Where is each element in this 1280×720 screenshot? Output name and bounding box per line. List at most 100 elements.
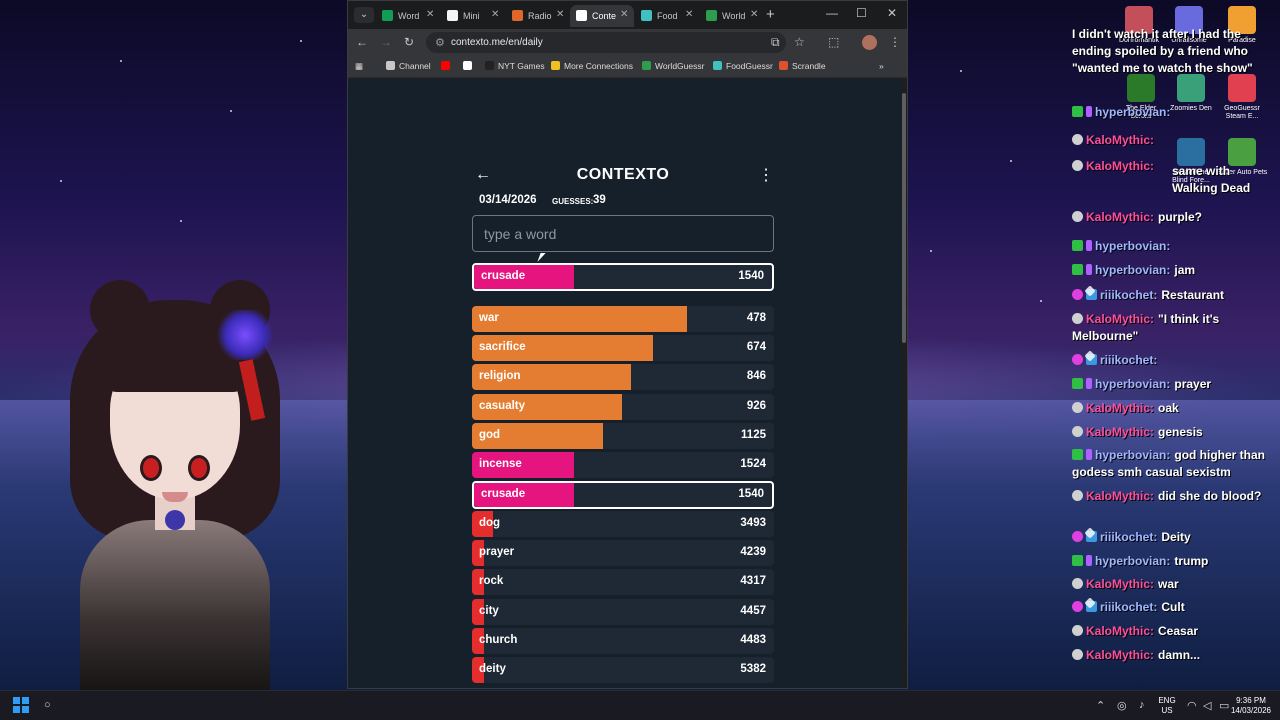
close-tab-icon[interactable]: ✕ <box>750 9 759 20</box>
similarity-bar <box>472 569 485 595</box>
bookmark-item[interactable]: Scrandle <box>779 61 826 71</box>
language-code[interactable]: ENG <box>1158 696 1176 705</box>
forward-button[interactable]: → <box>380 35 392 49</box>
bookmark-item[interactable]: NYT Games <box>485 61 545 71</box>
chat-username[interactable]: hyperbovian: <box>1095 239 1171 253</box>
language-region[interactable]: US <box>1161 706 1173 715</box>
speaker-icon[interactable]: ◁ <box>1203 700 1212 712</box>
browser-tab[interactable]: Food ✕ <box>635 5 699 27</box>
browser-tab[interactable]: Conte ✕ <box>570 5 634 27</box>
windows-start-icon[interactable] <box>13 697 30 714</box>
more-bookmarks-icon[interactable]: » <box>879 61 884 71</box>
browser-tab[interactable]: Mini ✕ <box>441 5 505 27</box>
close-tab-icon[interactable]: ✕ <box>491 9 500 20</box>
back-arrow-icon[interactable]: ← <box>475 166 491 183</box>
clock-time[interactable]: 9:36 PM <box>1236 696 1266 705</box>
browser-tab[interactable]: Word ✕ <box>376 5 440 27</box>
star <box>1040 300 1042 302</box>
address-bar[interactable]: ⚙ contexto.me/en/daily <box>426 32 786 53</box>
tab-search-button[interactable]: ⌄ <box>354 7 374 23</box>
wifi-icon[interactable]: ◠ <box>1187 700 1197 712</box>
chat-message: hyperbovian: trump <box>1072 553 1276 570</box>
cast-icon[interactable]: ⧉ <box>771 35 780 49</box>
youtube-icon <box>441 61 450 70</box>
page-scrollbar[interactable] <box>901 79 907 688</box>
chat-username[interactable]: hyperbovian: <box>1095 105 1171 119</box>
mod-badge-icon <box>1072 625 1083 636</box>
chat-message: riiikochet: Deity <box>1072 527 1276 546</box>
bookmark-item[interactable]: Channel <box>386 61 431 71</box>
chat-username[interactable]: KaloMythic: <box>1086 159 1155 173</box>
bookmark-item[interactable] <box>441 61 454 71</box>
vip-badge-icon <box>1072 106 1083 117</box>
profile-avatar[interactable] <box>862 35 877 50</box>
chat-username[interactable]: hyperbovian: <box>1095 554 1171 568</box>
reload-button[interactable]: ↻ <box>404 35 415 49</box>
chat-message: KaloMythic: <box>1072 158 1276 175</box>
star <box>120 60 122 62</box>
chat-username[interactable]: KaloMythic: <box>1086 401 1155 415</box>
mod-badge-icon <box>1072 578 1083 589</box>
tab-label: Radio <box>528 11 552 21</box>
tray-app-icon[interactable]: ◎ <box>1117 700 1127 712</box>
chat-username[interactable]: KaloMythic: <box>1086 312 1155 326</box>
chat-username[interactable]: KaloMythic: <box>1086 489 1155 503</box>
apps-grid-icon[interactable]: ▦ <box>355 61 364 71</box>
chat-message: KaloMythic: war <box>1072 576 1276 593</box>
close-tab-icon[interactable]: ✕ <box>685 9 694 20</box>
minimize-button[interactable]: — <box>826 6 838 20</box>
chat-username[interactable]: riiikochet: <box>1100 288 1158 302</box>
bookmark-star-icon[interactable]: ☆ <box>794 35 805 49</box>
close-window-button[interactable]: ✕ <box>887 6 898 20</box>
browser-tab[interactable]: World ✕ <box>700 5 764 27</box>
game-label: GeoGuessr Steam E... <box>1224 105 1260 120</box>
search-icon[interactable]: ○ <box>44 699 51 711</box>
close-tab-icon[interactable]: ✕ <box>556 9 565 20</box>
microphone-icon[interactable]: ♪ <box>1139 699 1145 711</box>
tab-label: Conte <box>592 11 616 21</box>
bookmark-item[interactable]: FoodGuessr <box>713 61 773 71</box>
chat-username[interactable]: KaloMythic: <box>1086 133 1155 147</box>
close-tab-icon[interactable]: ✕ <box>426 9 435 20</box>
guess-row: casualty 926 <box>472 394 774 420</box>
clock-date[interactable]: 14/03/2026 <box>1230 706 1272 715</box>
chat-username[interactable]: KaloMythic: <box>1086 648 1155 662</box>
chat-username[interactable]: KaloMythic: <box>1086 210 1155 224</box>
bookmark-item[interactable]: WorldGuessr <box>642 61 704 71</box>
guess-row: god 1125 <box>472 423 774 449</box>
guess-rank: 4239 <box>740 546 766 558</box>
battery-icon[interactable]: ▭ <box>1219 700 1230 712</box>
chat-username[interactable]: riiikochet: <box>1100 530 1158 544</box>
guess-row: city 4457 <box>472 599 774 625</box>
bookmark-item[interactable]: More Connections <box>551 61 633 71</box>
game-cover-icon <box>1228 6 1256 34</box>
chat-username[interactable]: hyperbovian: <box>1095 377 1171 391</box>
maximize-button[interactable]: ☐ <box>856 6 867 20</box>
guess-word: city <box>479 605 499 617</box>
bookmark-item[interactable] <box>463 61 476 71</box>
word-input[interactable] <box>472 215 774 252</box>
game-label: The Elder Scrolls <box>1125 105 1157 120</box>
chat-username[interactable]: KaloMythic: <box>1086 624 1155 638</box>
bookmark-label: Channel <box>399 61 431 71</box>
contexto-page: ← CONTEXTO ⋮ 03/14/2026 GUESSES: 39 crus… <box>348 79 901 688</box>
browser-tab[interactable]: Radio ✕ <box>506 5 570 27</box>
chat-username[interactable]: hyperbovian: <box>1095 448 1171 462</box>
new-tab-button[interactable]: + <box>766 6 775 23</box>
guess-rank: 674 <box>746 341 766 353</box>
scrollbar-thumb[interactable] <box>902 93 906 343</box>
sub-badge-icon <box>1086 264 1092 275</box>
chat-username[interactable]: KaloMythic: <box>1086 425 1155 439</box>
more-options-icon[interactable]: ⋮ <box>758 167 774 184</box>
browser-menu-icon[interactable]: ⋮ <box>889 35 901 49</box>
chat-username[interactable]: riiikochet: <box>1100 353 1158 367</box>
tray-expand-icon[interactable]: ⌃ <box>1096 700 1106 712</box>
chat-username[interactable]: riiikochet: <box>1100 600 1158 614</box>
chat-username[interactable]: hyperbovian: <box>1095 263 1171 277</box>
close-tab-icon[interactable]: ✕ <box>620 9 629 20</box>
game-label: Zoomies Den <box>1170 105 1212 112</box>
chat-username[interactable]: KaloMythic: <box>1086 577 1155 591</box>
back-button[interactable]: ← <box>356 35 368 49</box>
extensions-icon[interactable]: ⬚ <box>828 35 840 49</box>
site-info-icon[interactable]: ⚙ <box>435 37 445 49</box>
